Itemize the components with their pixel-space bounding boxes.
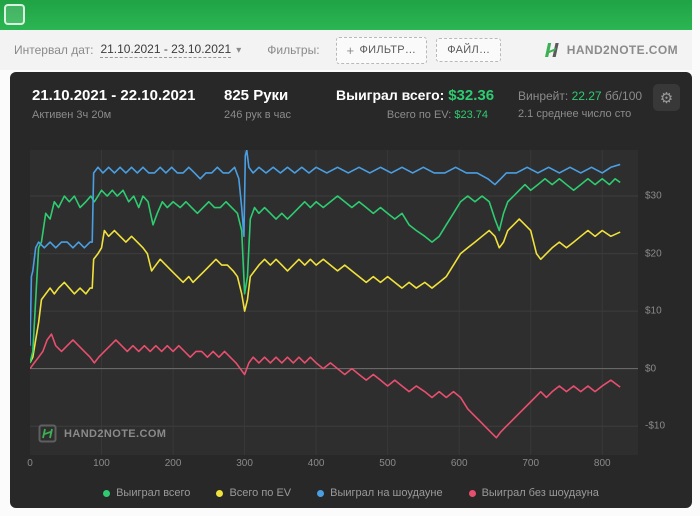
- legend-label: Всего по EV: [229, 487, 292, 499]
- add-filter-button[interactable]: + ФИЛЬТР…: [335, 36, 428, 64]
- chevron-down-icon[interactable]: ▾: [236, 44, 242, 56]
- x-axis-labels: 0 100 200 300 400 500 600 700 800: [27, 458, 638, 472]
- filters-label: Фильтры:: [267, 43, 320, 57]
- hand2note-logo-icon: [544, 43, 559, 57]
- plus-icon: +: [346, 42, 355, 58]
- legend-label: Выиграл без шоудауна: [481, 487, 599, 499]
- hands-info: 825 Руки 246 рук в час: [224, 87, 336, 121]
- add-filter-label: ФИЛЬТР…: [359, 44, 417, 56]
- hands-count: 825 Руки: [224, 87, 289, 104]
- chart-legend: Выиграл всего Всего по EV Выиграл на шоуда…: [10, 487, 692, 499]
- legend-dot-icon: [317, 489, 325, 497]
- ev-total-value: $23.74: [454, 109, 488, 121]
- x-tick-label: 800: [593, 458, 611, 469]
- plot-background: HAND2NOTE.COM: [30, 150, 638, 455]
- hand2note-watermark-icon: [38, 424, 57, 443]
- legend-label: Выиграл всего: [116, 487, 191, 499]
- stats-header: 21.10.2021 - 22.10.2021 Активен 3ч 20м 8…: [10, 72, 692, 121]
- won-total-value: $32.36: [448, 87, 495, 104]
- x-tick-label: 400: [307, 458, 325, 469]
- legend-dot-icon: [468, 489, 476, 497]
- file-button-label: ФАЙЛ…: [447, 44, 491, 56]
- interval-label: Интервал дат:: [14, 43, 94, 57]
- chart-area: HAND2NOTE.COM $30 $20 $10 $0 -$10: [30, 150, 678, 455]
- hands-per-hour: 246 рук в час: [224, 109, 292, 121]
- y-tick-label: $30: [645, 190, 662, 202]
- legend-item[interactable]: Выиграл на шоудауне: [317, 487, 443, 499]
- toolbar: Интервал дат: 21.10.2021 - 23.10.2021 ▾ …: [0, 30, 692, 70]
- app-window-icon[interactable]: [4, 4, 25, 25]
- ev-total-label: Всего по EV:: [386, 109, 452, 121]
- winrate-unit: бб/100: [604, 89, 643, 103]
- watermark: HAND2NOTE.COM: [38, 424, 166, 443]
- x-tick-label: 300: [236, 458, 253, 469]
- won-total-label: Выиграл всего:: [336, 87, 445, 103]
- brand-text: HAND2NOTE.COM: [566, 43, 678, 57]
- series-line: [30, 219, 620, 363]
- settings-button[interactable]: ⚙: [653, 84, 680, 111]
- y-tick-label: $0: [645, 363, 657, 375]
- x-tick-label: 500: [379, 458, 396, 469]
- legend-item[interactable]: Всего по EV: [216, 487, 291, 499]
- winrate-info: Винрейт: 22.27 бб/100 2.1 среднее число …: [518, 87, 648, 120]
- file-button[interactable]: ФАЙЛ…: [436, 38, 502, 62]
- window-titlebar[interactable]: [0, 0, 692, 30]
- legend-item[interactable]: Выиграл без шоудауна: [468, 487, 599, 499]
- watermark-text: HAND2NOTE.COM: [64, 427, 167, 440]
- y-tick-label: $20: [645, 248, 662, 260]
- x-tick-label: 700: [522, 458, 540, 469]
- y-tick-label: $10: [645, 305, 662, 317]
- y-axis-labels: $30 $20 $10 $0 -$10: [638, 150, 678, 455]
- date-range-picker[interactable]: 21.10.2021 - 23.10.2021: [100, 42, 232, 58]
- legend-dot-icon: [216, 489, 224, 497]
- series-line: [30, 334, 620, 438]
- avg-tables: 2.1 среднее число сто: [518, 108, 632, 120]
- active-time: Активен 3ч 20м: [32, 109, 112, 121]
- brand-link[interactable]: HAND2NOTE.COM: [541, 40, 678, 60]
- legend-label: Выиграл на шоудауне: [330, 487, 443, 499]
- series-line: [30, 179, 620, 363]
- session-date-range: 21.10.2021 - 22.10.2021: [32, 87, 196, 104]
- series-line: [30, 150, 620, 346]
- legend-item[interactable]: Выиграл всего: [103, 487, 190, 499]
- winnings-graph: [30, 150, 638, 455]
- winnings-info: Выиграл всего: $32.36 Всего по EV: $23.7…: [336, 87, 494, 121]
- x-tick-label: 0: [27, 458, 33, 469]
- x-tick-label: 200: [164, 458, 182, 469]
- winrate-value: 22.27: [571, 89, 602, 103]
- legend-dot-icon: [103, 489, 111, 497]
- session-graph-panel: 21.10.2021 - 22.10.2021 Активен 3ч 20м 8…: [10, 72, 692, 508]
- x-tick-label: 100: [93, 458, 110, 469]
- y-tick-label: -$10: [645, 420, 666, 432]
- gear-icon: ⚙: [659, 89, 674, 107]
- x-tick-label: 600: [450, 458, 468, 469]
- winrate-label: Винрейт:: [518, 89, 569, 103]
- session-info: 21.10.2021 - 22.10.2021 Активен 3ч 20м: [32, 87, 224, 121]
